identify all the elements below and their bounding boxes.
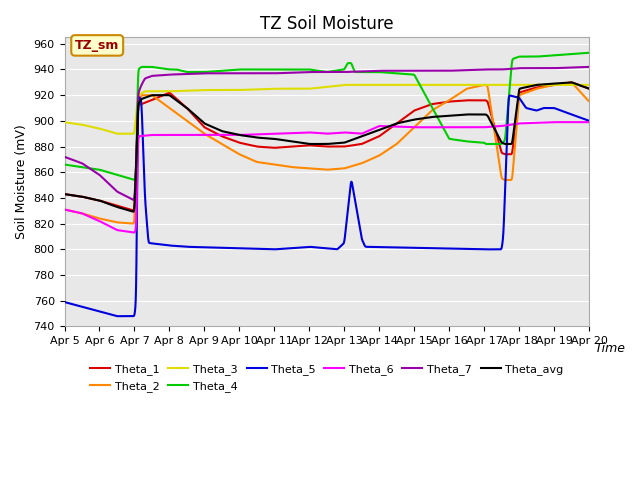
Title: TZ Soil Moisture: TZ Soil Moisture	[260, 15, 394, 33]
Y-axis label: Soil Moisture (mV): Soil Moisture (mV)	[15, 124, 28, 239]
Text: TZ_sm: TZ_sm	[75, 39, 120, 52]
Legend: Theta_1, Theta_2, Theta_3, Theta_4, Theta_5, Theta_6, Theta_7, Theta_avg: Theta_1, Theta_2, Theta_3, Theta_4, Thet…	[86, 360, 568, 396]
Text: Time: Time	[595, 342, 625, 355]
